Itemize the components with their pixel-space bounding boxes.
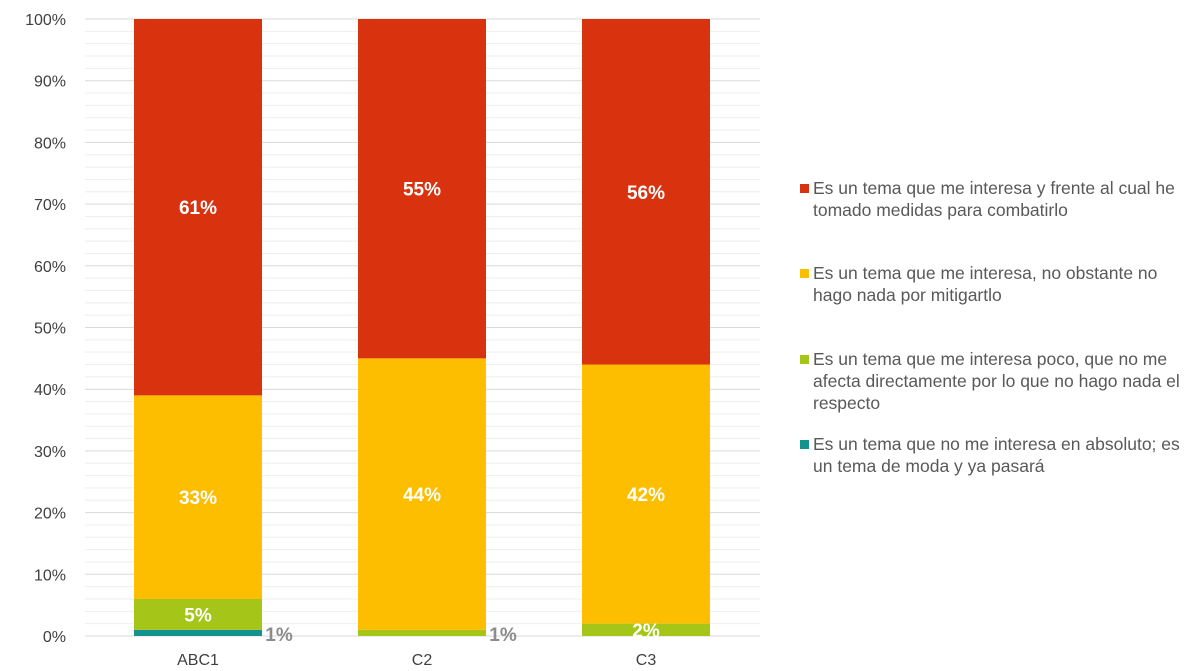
bar-segment <box>582 623 710 636</box>
y-tick-label: 30% <box>34 444 66 461</box>
y-tick-label: 90% <box>34 74 66 91</box>
legend-label: Es un tema que no me interesa en absolut… <box>813 434 1180 476</box>
legend-item-no-interesa: Es un tema que no me interesa en absolut… <box>800 433 1183 477</box>
legend-item-combatirlo: Es un tema que me interesa y frente al c… <box>800 177 1183 221</box>
legend-label: Es un tema que me interesa poco, que no … <box>813 349 1180 413</box>
data-label: 33% <box>179 488 217 509</box>
bar-segment <box>358 358 486 630</box>
legend-swatch-teal <box>800 440 809 449</box>
y-tick-label: 60% <box>34 259 66 276</box>
bar-segment <box>582 19 710 365</box>
data-label: 61% <box>179 198 217 219</box>
bar-segment <box>134 395 262 599</box>
bar-segment <box>134 629 262 636</box>
legend-swatch-red <box>800 184 809 193</box>
legend-swatch-green <box>800 355 809 364</box>
legend-label: Es un tema que me interesa y frente al c… <box>813 178 1175 220</box>
y-tick-label: 0% <box>43 629 66 646</box>
y-tick-label: 20% <box>34 506 66 523</box>
data-label: 2% <box>632 621 660 642</box>
y-tick-label: 50% <box>34 321 66 338</box>
legend-item-interesa-poco: Es un tema que me interesa poco, que no … <box>800 348 1183 414</box>
y-tick-label: 80% <box>34 135 66 152</box>
y-tick-label: 100% <box>25 12 66 29</box>
y-tick-label: 40% <box>34 382 66 399</box>
bar-segment <box>134 598 262 630</box>
data-label: 1% <box>265 625 293 646</box>
data-label: 56% <box>627 183 665 204</box>
data-label: 1% <box>489 625 517 646</box>
data-label: 44% <box>403 485 441 506</box>
x-tick-label: C2 <box>412 652 433 669</box>
data-label: 5% <box>184 605 212 626</box>
legend-swatch-yellow <box>800 269 809 278</box>
stacked-bar-chart: 0% 10% 20% 30% 40% 50% 60% 70% 80% 90% 100% ABC1 C2 C… <box>25 12 760 669</box>
y-tick-label: 70% <box>34 197 66 214</box>
x-tick-label: ABC1 <box>177 652 219 669</box>
bar-segment <box>358 629 486 636</box>
x-tick-label: C3 <box>636 652 657 669</box>
bar-segment <box>134 19 262 396</box>
y-tick-label: 10% <box>34 567 66 584</box>
legend-label: Es un tema que me interesa, no obstante … <box>813 263 1158 305</box>
bar-segment <box>582 364 710 624</box>
data-label: 55% <box>403 180 441 201</box>
data-label: 42% <box>627 485 665 506</box>
legend-item-no-hago-nada: Es un tema que me interesa, no obstante … <box>800 262 1183 306</box>
bar-segment <box>358 19 486 359</box>
